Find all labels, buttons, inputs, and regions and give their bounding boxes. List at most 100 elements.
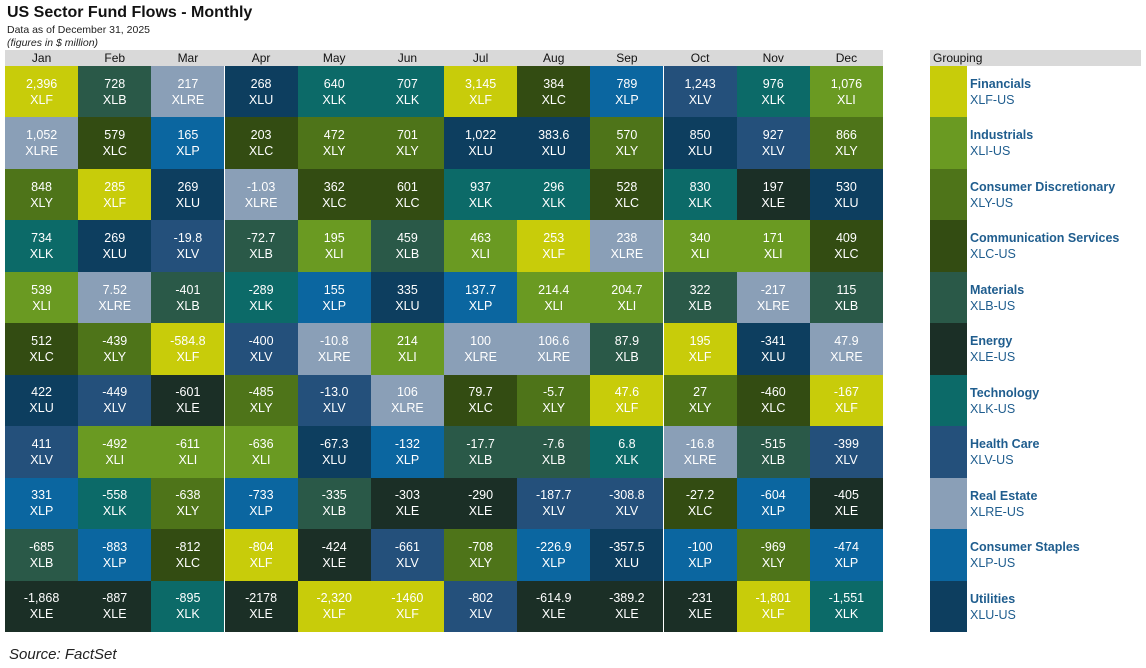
cell-value: -19.8 — [173, 231, 203, 246]
cell-value: -460 — [760, 385, 786, 400]
cell-ticker: XLB — [688, 298, 712, 313]
cell: -13.0 XLV — [297, 374, 371, 427]
cell: -341 XLU — [736, 323, 810, 375]
cell: -636 XLI — [224, 426, 298, 478]
cell-value: -67.3 — [319, 436, 349, 451]
cell: -290 XLE — [444, 477, 518, 530]
cell-value: 579 — [104, 128, 126, 143]
cell-ticker: XLE — [29, 607, 54, 622]
cell-ticker: XLRE — [537, 349, 571, 364]
cell-value: -5.7 — [542, 385, 565, 400]
cell-value: -895 — [175, 591, 201, 606]
cell-ticker: XLK — [29, 247, 54, 262]
source: Source: FactSet — [9, 646, 117, 663]
cell-ticker: XLF — [761, 607, 785, 622]
cell: -231 XLE — [663, 580, 737, 632]
cell: 195 XLF — [663, 323, 737, 375]
cell-value: 6.8 — [618, 436, 636, 451]
legend-ticker: XLC-US — [970, 247, 1016, 262]
cell: -19.8 XLV — [151, 220, 225, 272]
cell-value: 155 — [323, 282, 345, 297]
cell-ticker: XLE — [249, 607, 273, 622]
cell: 203 XLC — [224, 117, 298, 169]
cell-ticker: XLB — [29, 555, 54, 570]
cell: -5.7 XLY — [517, 374, 591, 427]
cell: 197 XLE — [736, 168, 810, 221]
cell-value: -187.7 — [536, 488, 572, 503]
cell-ticker: XLRE — [317, 349, 351, 364]
cell-ticker: XLB — [541, 452, 566, 467]
cell-ticker: XLV — [542, 504, 566, 519]
cell-value: -167 — [833, 385, 859, 400]
cell-value: 238 — [616, 231, 638, 246]
cell: -1460 XLF — [370, 580, 444, 632]
cell: 3,145 XLF — [444, 66, 518, 118]
legend-swatch — [930, 168, 967, 221]
cell-ticker: XLP — [29, 504, 54, 519]
cell-ticker: XLP — [761, 504, 786, 519]
cell: 848 XLY — [5, 168, 79, 221]
legend-name: Consumer Staples — [970, 540, 1080, 555]
cell: 253 XLF — [517, 220, 591, 272]
cell-value: 422 — [31, 385, 52, 400]
cell-value: -217 — [760, 282, 786, 297]
cell-value: 789 — [616, 76, 638, 91]
cell-value: -405 — [833, 488, 859, 503]
cell: -7.6 XLB — [517, 426, 591, 478]
cell: 1,076 XLI — [809, 66, 883, 118]
cell-ticker: XLU — [395, 298, 420, 313]
cell: 47.6 XLF — [590, 374, 664, 427]
cell-value: -1,551 — [828, 591, 865, 606]
cell-value: 850 — [689, 128, 711, 143]
cell-value: -27.2 — [685, 488, 715, 503]
legend-entry: Consumer Discretionary XLY-US — [970, 180, 1145, 210]
cell-value: -708 — [468, 539, 494, 554]
cell: -804 XLF — [224, 529, 298, 581]
cell-ticker: XLK — [102, 504, 127, 519]
legend-header: Grouping — [930, 50, 1141, 66]
cell-ticker: XLY — [176, 504, 200, 519]
cell-ticker: XLP — [176, 144, 200, 159]
cell-value: -558 — [102, 488, 128, 503]
cell: 422 XLU — [5, 374, 79, 427]
cell: 927 XLV — [736, 117, 810, 169]
cell: -10.8 XLRE — [297, 323, 371, 375]
cell-ticker: XLK — [468, 195, 493, 210]
legend-name: Consumer Discretionary — [970, 179, 1116, 194]
cell-ticker: XLI — [617, 298, 637, 313]
cell: 463 XLI — [444, 220, 518, 272]
cell-value: 115 — [836, 282, 857, 297]
cell-value: -604 — [760, 488, 786, 503]
cell: 1,052 XLRE — [5, 117, 79, 169]
cell-value: -611 — [175, 436, 200, 451]
cell: 137.7 XLP — [444, 271, 518, 324]
cell-ticker: XLC — [614, 195, 640, 210]
cell-ticker: XLC — [468, 401, 493, 416]
cell-ticker: XLF — [834, 401, 858, 416]
cell-value: 285 — [104, 179, 126, 194]
cell-ticker: XLP — [688, 555, 712, 570]
cell-ticker: XLE — [688, 607, 712, 622]
cell: -217 XLRE — [736, 271, 810, 324]
cell-ticker: XLP — [541, 555, 566, 570]
cell-ticker: XLP — [834, 555, 859, 570]
cell-value: -1,801 — [755, 591, 791, 606]
cell-value: 530 — [835, 179, 857, 194]
cell: -389.2 XLE — [590, 580, 664, 632]
cell-ticker: XLE — [468, 504, 493, 519]
cell: 1,022 XLU — [444, 117, 518, 169]
cell: 2,396 XLF — [5, 66, 79, 118]
legend-entry: Real Estate XLRE-US — [970, 489, 1145, 519]
cell-value: -2178 — [245, 591, 278, 606]
cell-ticker: XLU — [175, 195, 201, 210]
cell: -661 XLV — [370, 529, 444, 581]
cell-value: 106 — [396, 385, 418, 400]
cell-value: -661 — [394, 539, 420, 554]
cell-ticker: XLV — [30, 452, 53, 467]
cell-ticker: XLC — [395, 195, 420, 210]
cell-ticker: XLK — [761, 92, 786, 107]
legend-name: Health Care — [970, 437, 1040, 452]
month-header: Dec — [835, 51, 858, 65]
legend-entry: Communication Services XLC-US — [970, 231, 1145, 261]
cell-value: 383.6 — [538, 128, 570, 143]
